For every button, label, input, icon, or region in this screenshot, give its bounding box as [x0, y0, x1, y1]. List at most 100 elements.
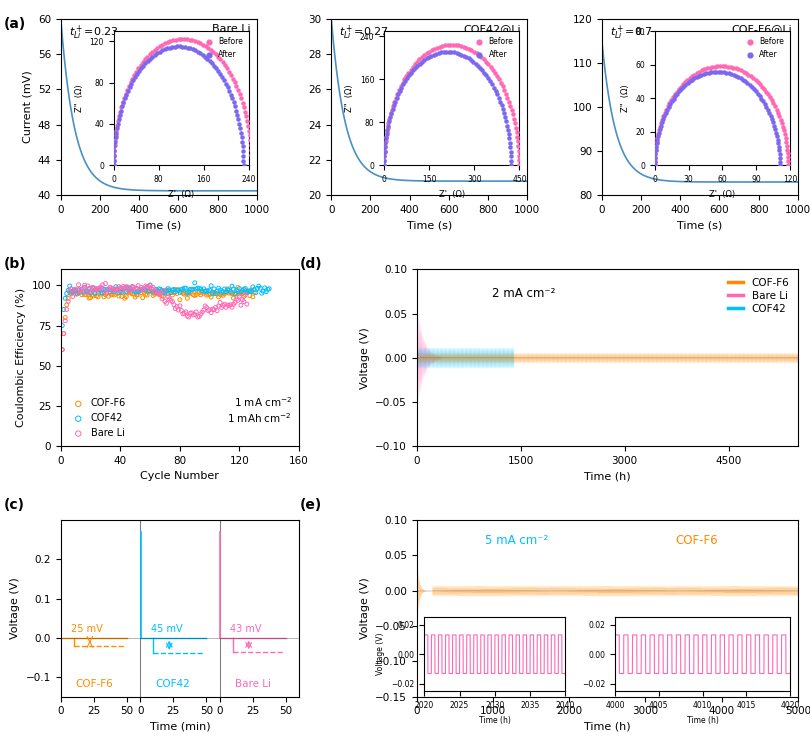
Point — [123, 283, 136, 295]
Point — [97, 285, 110, 297]
Point — [111, 284, 124, 296]
Point — [142, 286, 155, 298]
Point — [228, 288, 241, 300]
Point — [227, 298, 240, 310]
Point — [207, 283, 220, 295]
Point — [168, 299, 181, 311]
Text: COF42: COF42 — [156, 679, 190, 689]
Point — [207, 287, 220, 299]
Point — [207, 303, 220, 315]
Text: $t_{Li}^+$=0.27: $t_{Li}^+$=0.27 — [339, 24, 389, 43]
Point — [100, 284, 113, 296]
Point — [225, 280, 238, 292]
Text: (d): (d) — [300, 257, 322, 271]
Point — [148, 286, 161, 298]
Point — [168, 284, 181, 296]
Point — [126, 281, 139, 293]
Point — [130, 282, 143, 294]
Text: Bare Li: Bare Li — [212, 24, 251, 34]
Point — [191, 285, 204, 297]
X-axis label: Time (h): Time (h) — [584, 471, 630, 481]
Point — [143, 285, 156, 297]
X-axis label: Time (s): Time (s) — [136, 220, 181, 231]
Point — [152, 288, 165, 300]
Point — [133, 285, 146, 297]
Point — [93, 283, 106, 295]
Point — [262, 283, 275, 295]
Point — [184, 283, 197, 295]
Point — [188, 289, 201, 301]
Point — [56, 344, 69, 356]
Point — [150, 285, 163, 297]
Point — [182, 311, 195, 323]
Point — [214, 288, 227, 300]
Point — [248, 283, 261, 295]
Point — [236, 285, 249, 297]
Point — [120, 291, 133, 303]
Point — [150, 283, 163, 295]
Point — [65, 288, 78, 300]
Point — [187, 309, 200, 321]
Point — [117, 280, 130, 292]
Point — [122, 287, 134, 299]
Point — [60, 288, 73, 300]
Point — [81, 280, 94, 292]
Point — [77, 282, 90, 294]
Point — [200, 302, 213, 314]
Point — [79, 286, 92, 298]
Point — [185, 284, 198, 296]
Point — [169, 303, 182, 315]
Point — [75, 283, 88, 295]
Text: COF-F6: COF-F6 — [676, 534, 718, 548]
Point — [152, 288, 165, 300]
X-axis label: Time (min): Time (min) — [150, 722, 210, 732]
Point — [127, 285, 140, 297]
Point — [147, 286, 160, 298]
Point — [241, 285, 254, 297]
Point — [212, 300, 225, 312]
Point — [181, 292, 194, 304]
Text: COF-F6: COF-F6 — [75, 679, 113, 689]
Point — [108, 283, 121, 295]
Y-axis label: Voltage (V): Voltage (V) — [360, 577, 369, 639]
Point — [254, 282, 266, 294]
Point — [118, 292, 131, 304]
Point — [212, 291, 225, 303]
Point — [156, 290, 168, 302]
Point — [87, 282, 100, 294]
Point — [138, 283, 151, 295]
Point — [77, 286, 90, 298]
Point — [178, 282, 191, 294]
Point — [59, 315, 72, 327]
Point — [203, 284, 216, 296]
Point — [198, 285, 211, 297]
X-axis label: Time (s): Time (s) — [677, 220, 723, 231]
Point — [134, 287, 147, 299]
Point — [191, 282, 204, 294]
Point — [218, 298, 231, 310]
Point — [102, 284, 115, 296]
Point — [214, 284, 227, 296]
Point — [113, 281, 126, 293]
Point — [191, 311, 204, 323]
Point — [209, 301, 222, 313]
Point — [86, 289, 99, 301]
Point — [84, 291, 97, 303]
Text: $t_{Li}^+$=0.7: $t_{Li}^+$=0.7 — [610, 24, 652, 43]
Point — [93, 284, 106, 296]
Point — [169, 284, 182, 296]
Point — [166, 284, 179, 296]
Point — [129, 285, 142, 297]
Point — [242, 285, 255, 297]
Point — [166, 296, 179, 308]
Point — [203, 288, 216, 300]
Point — [246, 291, 259, 303]
Point — [136, 283, 149, 295]
Point — [66, 291, 79, 303]
Point — [233, 290, 246, 302]
Point — [151, 285, 164, 297]
Point — [72, 279, 85, 291]
Point — [84, 287, 97, 299]
Point — [234, 286, 247, 298]
Point — [179, 306, 192, 318]
